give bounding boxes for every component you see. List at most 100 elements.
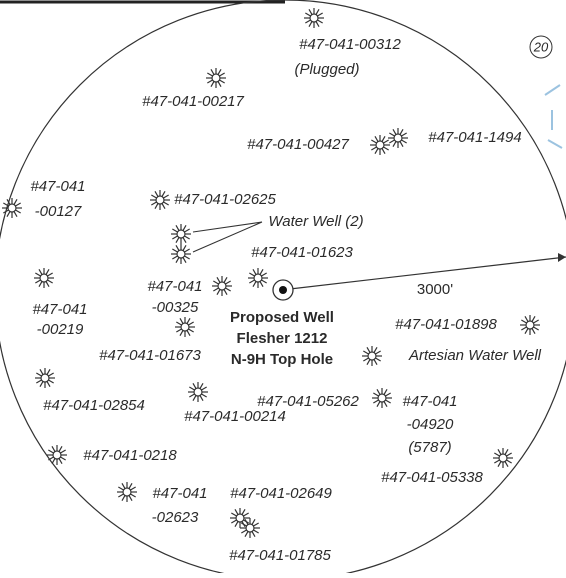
map-number-circle	[529, 35, 553, 59]
symbol-ray	[259, 269, 264, 275]
symbol-ray	[249, 279, 255, 284]
well-label: #47-041-01898	[395, 316, 497, 333]
symbol-ray	[161, 203, 166, 209]
symbol-ray	[521, 319, 527, 324]
well-symbol	[150, 190, 170, 210]
well-symbol	[2, 198, 22, 218]
symbol-ray	[401, 132, 407, 137]
symbol-ray	[399, 141, 404, 147]
symbol-ray	[175, 225, 180, 231]
symbol-ray	[389, 132, 395, 137]
symbol-ray	[58, 458, 63, 464]
symbol-ray	[36, 372, 42, 377]
symbol-core	[525, 320, 535, 330]
symbol-ray	[533, 319, 539, 324]
symbol-ray	[317, 12, 323, 17]
well-symbol	[362, 346, 382, 366]
symbol-ray	[15, 209, 21, 214]
symbol-ray	[192, 383, 197, 389]
symbol-ray	[51, 458, 56, 464]
symbol-ray	[35, 279, 41, 284]
symbol-ray	[163, 194, 169, 199]
symbol-ray	[182, 245, 187, 251]
symbol-ray	[172, 248, 178, 253]
symbol-ray	[13, 199, 18, 205]
well-label: -00325	[152, 299, 199, 316]
symbol-ray	[251, 531, 256, 537]
proposed-well-label: N-9H Top Hole	[231, 351, 333, 368]
well-symbol	[240, 518, 260, 538]
symbol-ray	[207, 72, 213, 77]
symbol-ray	[182, 225, 187, 231]
symbol-ray	[305, 12, 311, 17]
well-label: -04920	[407, 416, 454, 433]
symbol-core	[217, 281, 227, 291]
symbol-ray	[47, 272, 53, 277]
symbol-ray	[192, 395, 197, 401]
symbol-ray	[188, 321, 194, 326]
symbol-core	[498, 453, 508, 463]
symbol-ray	[39, 381, 44, 387]
symbol-ray	[172, 228, 178, 233]
symbol-ray	[374, 136, 379, 142]
symbol-ray	[308, 21, 313, 27]
symbol-ray	[231, 519, 237, 524]
well-symbol	[47, 445, 67, 465]
symbol-ray	[315, 9, 320, 15]
symbol-ray	[371, 139, 377, 144]
symbol-ray	[375, 357, 381, 362]
symbol-ray	[217, 81, 222, 87]
well-label: #47-041	[147, 278, 202, 295]
well-label: #47-041-05262	[257, 393, 359, 410]
well-symbol	[370, 135, 390, 155]
symbol-core	[176, 249, 186, 259]
symbol-ray	[241, 522, 247, 527]
symbol-ray	[48, 379, 54, 384]
symbol-core	[245, 523, 255, 533]
symbol-ray	[48, 456, 54, 461]
symbol-core	[235, 513, 245, 523]
symbol-ray	[38, 281, 43, 287]
symbol-ray	[184, 248, 190, 253]
symbol-ray	[213, 287, 219, 292]
symbol-ray	[366, 347, 371, 353]
symbol-ray	[199, 395, 204, 401]
symbol-ray	[39, 369, 44, 375]
faded-marks	[544, 84, 563, 149]
symbol-core	[176, 229, 186, 239]
proposed-well-dot	[279, 286, 287, 294]
symbol-ray	[201, 386, 207, 391]
symbol-ray	[216, 289, 221, 295]
symbol-ray	[151, 194, 157, 199]
symbol-ray	[531, 328, 536, 334]
symbol-ray	[6, 199, 11, 205]
symbol-ray	[494, 452, 500, 457]
proposed-well-label: Proposed Well	[230, 309, 334, 326]
well-label: #47-041-00217	[142, 93, 244, 110]
symbol-ray	[524, 328, 529, 334]
symbol-ray	[154, 203, 159, 209]
well-label: (Plugged)	[294, 61, 359, 78]
symbol-ray	[234, 509, 239, 515]
symbol-ray	[161, 191, 166, 197]
symbol-core	[393, 133, 403, 143]
symbol-ray	[252, 269, 257, 275]
symbol-core	[309, 13, 319, 23]
symbol-ray	[373, 399, 379, 404]
well-label: #47-041	[402, 393, 457, 410]
symbol-ray	[182, 257, 187, 263]
symbol-ray	[36, 379, 42, 384]
symbol-ray	[308, 9, 313, 15]
symbol-ray	[216, 277, 221, 283]
arrow-head	[558, 253, 566, 262]
symbol-ray	[219, 79, 225, 84]
symbol-ray	[392, 141, 397, 147]
symbol-ray	[385, 392, 391, 397]
well-symbol	[520, 315, 540, 335]
symbol-ray	[376, 389, 381, 395]
symbol-ray	[506, 452, 512, 457]
symbol-ray	[130, 493, 136, 498]
symbol-ray	[45, 281, 50, 287]
proposed-well-label: Flesher 1212	[237, 330, 328, 347]
symbol-ray	[506, 459, 512, 464]
